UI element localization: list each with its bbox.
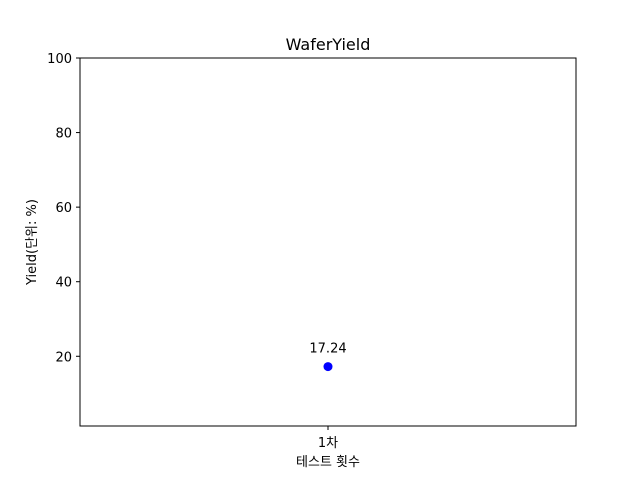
y-tick-label: 80 [55, 127, 72, 142]
data-label: 17.24 [309, 342, 346, 357]
y-axis: 20 40 60 80 100 [47, 52, 80, 365]
y-tick-label: 20 [55, 350, 72, 365]
y-tick-label: 40 [55, 276, 72, 291]
x-axis-label: 테스트 횟수 [296, 455, 360, 470]
chart-title: WaferYield [286, 35, 371, 54]
data-marks: 17.24 [309, 342, 347, 372]
y-tick-label: 100 [47, 52, 72, 67]
data-point [323, 362, 333, 372]
x-tick-label: 1차 [318, 436, 338, 451]
x-axis: 1차 [318, 426, 338, 451]
y-axis-label: Yield(단위: %) [25, 199, 40, 286]
y-tick-label: 60 [55, 201, 72, 216]
